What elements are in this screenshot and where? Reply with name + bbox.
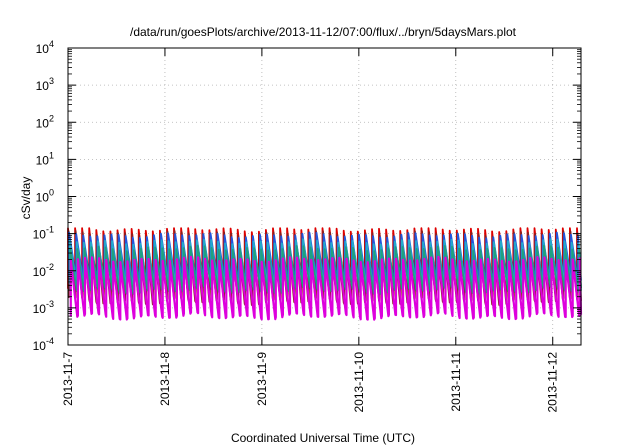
y-tick-label: 102 (36, 113, 54, 130)
chart-title: /data/run/goesPlots/archive/2013-11-12/0… (130, 25, 517, 39)
axis-ticks (67, 47, 581, 346)
y-axis-title: cSv/day (19, 177, 33, 220)
x-tick-label: 2013-11-7 (61, 352, 75, 406)
y-tick-label: 10-2 (33, 262, 54, 279)
y-tick-label: 10-4 (33, 336, 54, 353)
x-tick-label: 2013-11-11 (449, 352, 463, 412)
x-tick-labels: 2013-11-7 2013-11-8 2013-11-9 2013-11-10 201… (61, 352, 560, 413)
y-tick-label: 10-1 (33, 225, 54, 242)
y-tick-label: 100 (36, 188, 54, 205)
y-tick-label: 10-3 (33, 299, 54, 316)
x-axis-title: Coordinated Universal Time (UTC) (231, 431, 415, 445)
x-tick-label: 2013-11-9 (255, 352, 269, 406)
y-tick-label: 101 (36, 150, 54, 167)
x-tick-label: 2013-11-10 (352, 352, 366, 413)
x-tick-label: 2013-11-12 (546, 352, 560, 413)
x-tick-label: 2013-11-8 (158, 352, 172, 406)
series-line (69, 255, 583, 321)
y-tick-labels: 10-4 10-3 10-2 10-1 100 101 102 103 104 (33, 39, 54, 353)
series-layer (67, 227, 583, 321)
y-tick-label: 103 (36, 76, 54, 93)
y-tick-label: 104 (36, 39, 54, 56)
